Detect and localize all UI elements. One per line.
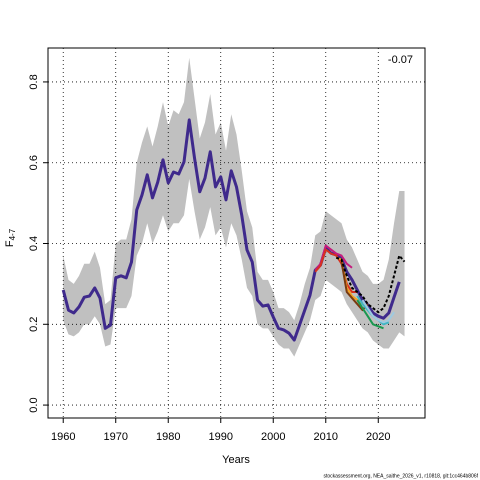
series-line (356, 299, 384, 330)
x-tick-label: 1980 (156, 431, 180, 443)
x-tick-label: 2010 (314, 431, 338, 443)
confidence-band (63, 57, 405, 357)
series-line (335, 254, 406, 314)
series-line (314, 248, 358, 293)
footer: stockassessment.org, NEA_saithe_2026_v1,… (323, 473, 478, 479)
y-tick-label: 0.2 (28, 317, 40, 332)
y-axis-title: F4-7 (4, 228, 17, 247)
x-axis-title: Years (222, 454, 250, 466)
x-tick-label: 1990 (209, 431, 233, 443)
x-tick-label: 1970 (103, 431, 127, 443)
y-axis-title-main: F (4, 240, 16, 247)
x-tick-label: 1960 (51, 431, 75, 443)
series-line (361, 299, 395, 324)
y-tick-label: 0.8 (28, 74, 40, 89)
annotation: -0.07 (388, 54, 413, 66)
x-tick-label: 2000 (261, 431, 285, 443)
y-axis-title-sub: 4-7 (8, 228, 17, 240)
x-tick-label: 2020 (366, 431, 390, 443)
y-tick-label: 0.6 (28, 155, 40, 170)
y-tick-label: 0.4 (28, 236, 40, 251)
series-line (61, 118, 401, 342)
y-tick-label: 0.0 (28, 397, 40, 412)
plot-frame (47, 47, 426, 419)
